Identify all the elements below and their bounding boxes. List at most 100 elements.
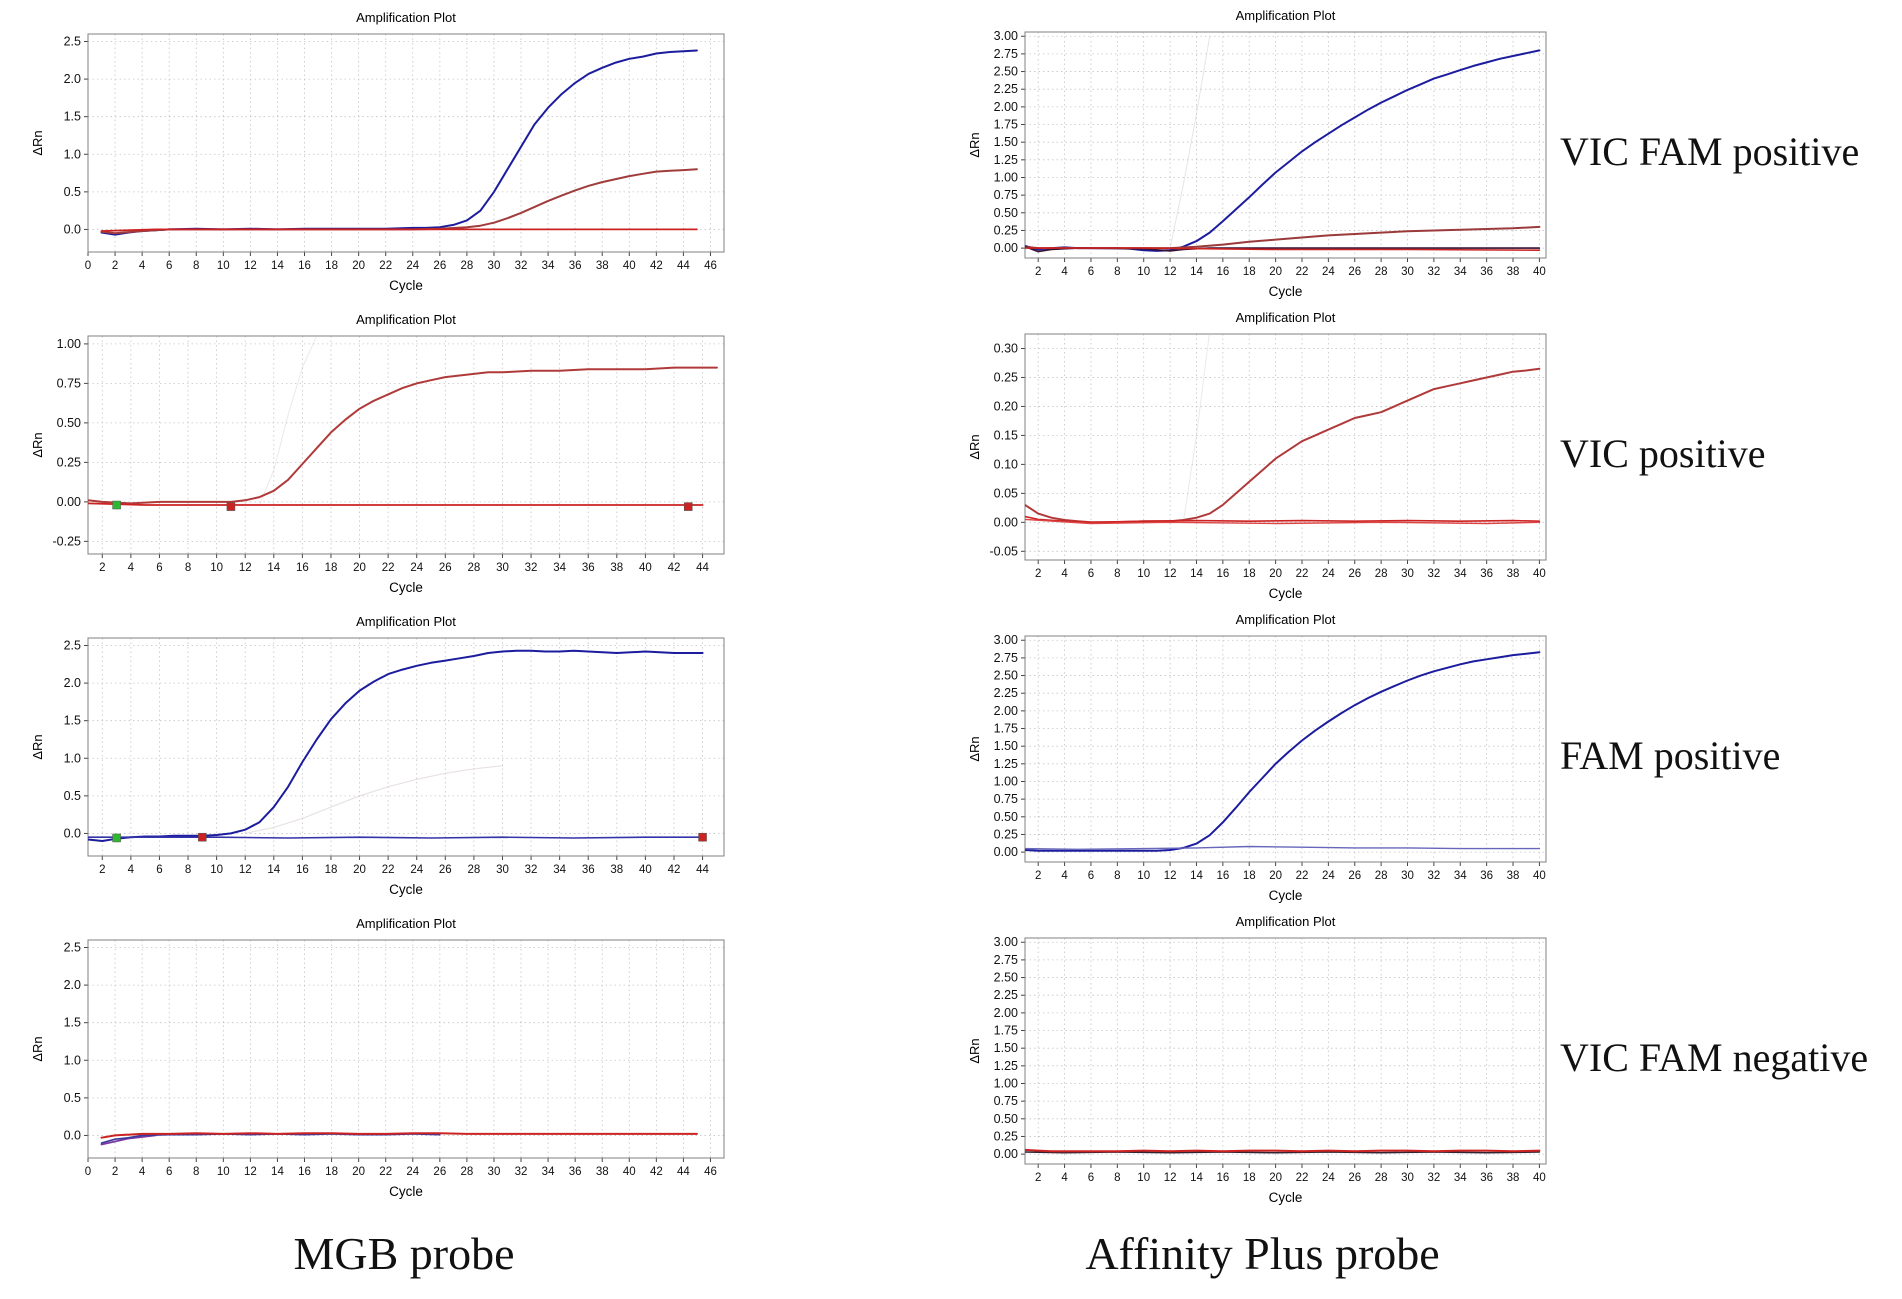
row-label-vic-positive: VIC positive xyxy=(1560,430,1766,476)
svg-text:44: 44 xyxy=(677,260,690,272)
svg-text:1.25: 1.25 xyxy=(994,757,1018,771)
chart-cell-mgb-vic-fam-positive: 0.0 0.5 1.0 1.5 2.0 2.5 0 2 4 6 8 10 12 14 16 18 20 22 24 2… xyxy=(0,0,780,298)
svg-text:38: 38 xyxy=(610,864,623,876)
svg-text:6: 6 xyxy=(1088,568,1094,580)
svg-text:1.50: 1.50 xyxy=(994,135,1018,149)
svg-text:2.00: 2.00 xyxy=(994,100,1018,114)
svg-text:34: 34 xyxy=(1454,870,1467,882)
svg-text:14: 14 xyxy=(267,562,280,574)
svg-text:20: 20 xyxy=(1269,266,1282,278)
figure-row-vic-positive: -0.25 0.00 0.25 0.50 0.75 1.00 2 4 6 8 10 12 14 16 18 2… xyxy=(0,302,1902,606)
svg-text:16: 16 xyxy=(298,1166,311,1178)
svg-text:8: 8 xyxy=(1114,568,1120,580)
svg-text:28: 28 xyxy=(467,864,480,876)
amplification-plot-affinity-vic-fam-positive: 0.00 0.25 0.50 0.75 1.00 1.25 1.50 1.75 2.00 2.25… xyxy=(965,6,1560,304)
svg-text:2.50: 2.50 xyxy=(994,971,1018,985)
svg-text:22: 22 xyxy=(1296,870,1309,882)
svg-text:18: 18 xyxy=(325,1166,338,1178)
svg-text:40: 40 xyxy=(623,260,636,272)
svg-text:20: 20 xyxy=(1269,1172,1282,1184)
svg-text:2.5: 2.5 xyxy=(64,35,81,49)
svg-text:1.75: 1.75 xyxy=(994,118,1018,132)
svg-text:18: 18 xyxy=(325,260,338,272)
caption-spacer xyxy=(1560,1208,1902,1299)
svg-text:32: 32 xyxy=(515,1166,528,1178)
svg-text:2.25: 2.25 xyxy=(994,988,1018,1002)
svg-text:42: 42 xyxy=(668,864,681,876)
svg-text:24: 24 xyxy=(1322,568,1335,580)
svg-text:34: 34 xyxy=(542,1166,555,1178)
svg-text:36: 36 xyxy=(1480,1172,1493,1184)
svg-text:1.00: 1.00 xyxy=(994,1076,1018,1090)
svg-text:6: 6 xyxy=(1088,1172,1094,1184)
svg-text:2: 2 xyxy=(1035,266,1041,278)
svg-text:22: 22 xyxy=(379,1166,392,1178)
chart-cell-affinity-fam-positive: 0.00 0.25 0.50 0.75 1.00 1.25 1.50 1.75 2.00 2.25… xyxy=(780,604,1560,908)
svg-text:24: 24 xyxy=(410,562,423,574)
svg-text:1.00: 1.00 xyxy=(994,170,1018,184)
row-label-fam-positive: FAM positive xyxy=(1560,732,1781,778)
svg-text:38: 38 xyxy=(1507,1172,1520,1184)
svg-text:42: 42 xyxy=(650,1166,663,1178)
svg-text:32: 32 xyxy=(525,562,538,574)
caption-row: MGB probe Affinity Plus probe xyxy=(0,1208,1902,1299)
svg-text:8: 8 xyxy=(185,864,191,876)
svg-text:36: 36 xyxy=(569,260,582,272)
svg-text:3.00: 3.00 xyxy=(994,935,1018,949)
svg-text:Amplification Plot: Amplification Plot xyxy=(1236,914,1336,929)
svg-text:38: 38 xyxy=(1507,266,1520,278)
svg-text:0.5: 0.5 xyxy=(64,185,81,199)
figure-row-vic-fam-positive: 0.0 0.5 1.0 1.5 2.0 2.5 0 2 4 6 8 10 12 14 16 18 20 22 24 2… xyxy=(0,0,1902,304)
svg-text:34: 34 xyxy=(553,562,566,574)
svg-text:0.50: 0.50 xyxy=(994,206,1018,220)
svg-text:6: 6 xyxy=(1088,870,1094,882)
svg-text:28: 28 xyxy=(1375,870,1388,882)
svg-text:2: 2 xyxy=(1035,1172,1041,1184)
svg-text:12: 12 xyxy=(244,1166,257,1178)
svg-text:2: 2 xyxy=(112,260,118,272)
svg-text:0.50: 0.50 xyxy=(994,1112,1018,1126)
chart-cell-affinity-vic-fam-positive: 0.00 0.25 0.50 0.75 1.00 1.25 1.50 1.75 2.00 2.25… xyxy=(780,0,1560,304)
svg-text:16: 16 xyxy=(298,260,311,272)
svg-text:38: 38 xyxy=(596,260,609,272)
svg-text:6: 6 xyxy=(166,260,172,272)
svg-text:3.00: 3.00 xyxy=(994,29,1018,43)
svg-text:14: 14 xyxy=(1190,1172,1203,1184)
svg-text:4: 4 xyxy=(1061,1172,1068,1184)
svg-text:22: 22 xyxy=(1296,568,1309,580)
svg-text:38: 38 xyxy=(610,562,623,574)
svg-text:10: 10 xyxy=(1137,266,1150,278)
svg-text:2.50: 2.50 xyxy=(994,669,1018,683)
svg-text:Cycle: Cycle xyxy=(1269,1190,1303,1205)
svg-text:10: 10 xyxy=(1137,870,1150,882)
svg-text:36: 36 xyxy=(1480,568,1493,580)
svg-text:30: 30 xyxy=(488,260,501,272)
svg-text:4: 4 xyxy=(1061,568,1068,580)
svg-text:0.25: 0.25 xyxy=(994,370,1018,384)
row-label-cell: VIC positive xyxy=(1560,302,1902,604)
svg-text:26: 26 xyxy=(433,260,446,272)
svg-text:Cycle: Cycle xyxy=(389,882,423,897)
svg-text:0.75: 0.75 xyxy=(994,188,1018,202)
caption-mgb-probe: MGB probe xyxy=(293,1228,515,1279)
svg-text:12: 12 xyxy=(239,864,252,876)
svg-text:12: 12 xyxy=(1164,1172,1177,1184)
svg-text:2.25: 2.25 xyxy=(994,686,1018,700)
svg-text:0.25: 0.25 xyxy=(994,223,1018,237)
svg-text:ΔRn: ΔRn xyxy=(967,1038,982,1063)
svg-text:0.00: 0.00 xyxy=(994,1147,1018,1161)
svg-text:10: 10 xyxy=(1137,568,1150,580)
svg-text:26: 26 xyxy=(439,864,452,876)
svg-text:26: 26 xyxy=(1348,266,1361,278)
svg-text:0.0: 0.0 xyxy=(64,826,81,840)
chart-cell-affinity-vic-fam-negative: 0.00 0.25 0.50 0.75 1.00 1.25 1.50 1.75 2.00 2.25… xyxy=(780,906,1560,1210)
svg-text:2.00: 2.00 xyxy=(994,704,1018,718)
svg-text:0.5: 0.5 xyxy=(64,789,81,803)
caption-cell-right: Affinity Plus probe xyxy=(780,1227,1560,1280)
svg-text:44: 44 xyxy=(696,864,709,876)
svg-text:30: 30 xyxy=(496,864,509,876)
svg-text:1.5: 1.5 xyxy=(64,1016,81,1030)
svg-text:40: 40 xyxy=(1533,870,1546,882)
svg-text:1.75: 1.75 xyxy=(994,1024,1018,1038)
